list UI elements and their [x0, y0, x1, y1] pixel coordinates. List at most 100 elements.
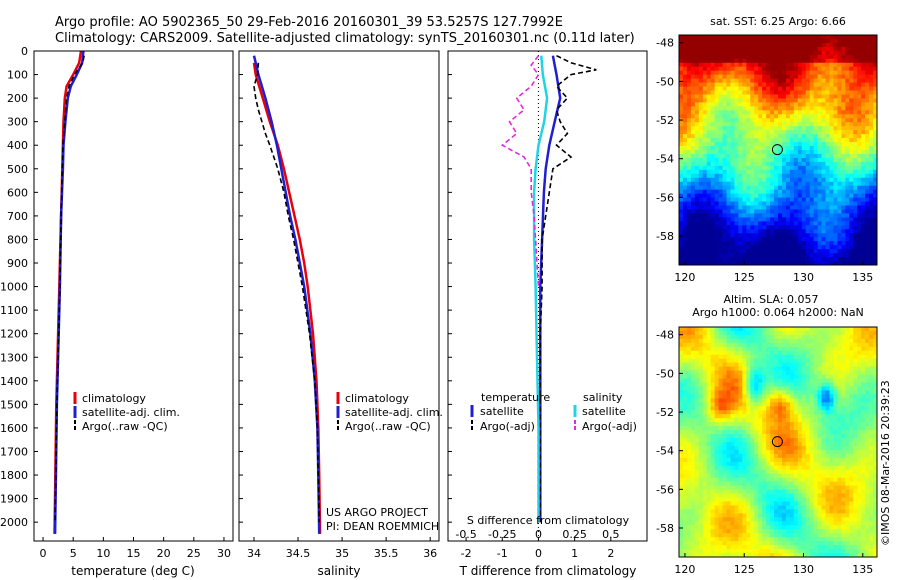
map-cell: [841, 261, 846, 265]
map-cell: [869, 453, 874, 459]
map-cell: [750, 130, 755, 135]
map-cell: [726, 142, 732, 147]
map-cell: [726, 221, 732, 226]
map-cell: [754, 414, 759, 419]
map-cell: [718, 54, 724, 60]
map-cell: [726, 38, 732, 44]
map-cell: [734, 153, 739, 159]
map-cell: [809, 374, 815, 380]
map-cell: [698, 338, 704, 344]
map-cell: [702, 414, 708, 419]
map-cell: [793, 445, 799, 451]
map-cell: [825, 205, 831, 211]
project-annotation: US ARGO PROJECT: [326, 506, 428, 519]
map-cell: [690, 114, 696, 119]
map-cell: [718, 110, 724, 115]
map-cell: [710, 445, 716, 451]
map-cell: [766, 197, 771, 203]
map-cell: [722, 225, 728, 230]
map-cell: [809, 221, 815, 226]
map-cell: [706, 185, 712, 191]
map-cell: [722, 197, 728, 203]
map-cell: [746, 438, 751, 443]
map-cell: [865, 213, 870, 219]
map-cell: [734, 438, 739, 443]
map-cell: [821, 161, 827, 167]
map-cell: [869, 130, 874, 135]
map-cell: [690, 98, 696, 104]
map-cell: [841, 146, 846, 151]
map-cell: [766, 354, 771, 360]
map-cell: [805, 106, 811, 111]
map-cell: [758, 185, 763, 191]
map-cell: [710, 362, 716, 368]
map-cell: [698, 221, 704, 226]
map-cell: [750, 150, 755, 155]
map-cell: [750, 146, 755, 151]
map-cell: [833, 469, 838, 475]
map-cell: [869, 118, 874, 123]
map-cell: [702, 394, 708, 399]
map-cell: [829, 334, 835, 340]
map-cell: [781, 414, 787, 419]
map-cell: [750, 465, 755, 471]
map-cell: [750, 165, 755, 171]
map-cell: [738, 146, 743, 151]
map-cell: [726, 130, 732, 135]
map-cell: [865, 82, 870, 88]
map-cell: [825, 62, 831, 68]
map-cell: [750, 209, 755, 215]
map-cell: [825, 469, 831, 475]
map-cell: [754, 410, 759, 415]
map-cell: [801, 58, 807, 64]
map-cell: [702, 42, 708, 48]
map-cell: [845, 469, 850, 475]
map-cell: [762, 245, 767, 250]
map-cell: [797, 386, 803, 392]
map-cell: [750, 334, 755, 340]
map-cell: [873, 94, 877, 100]
map-cell: [734, 35, 739, 40]
map-cell: [762, 134, 767, 139]
map-cell: [718, 233, 724, 238]
map-cell: [698, 257, 704, 262]
map-cell: [766, 453, 771, 459]
map-cell: [785, 414, 791, 419]
map-cell: [797, 146, 803, 151]
pressure-tick-label: 500: [7, 163, 28, 176]
map-cell: [738, 161, 743, 167]
title-line1: Argo profile: AO 5902365_50 29-Feb-2016 …: [55, 15, 563, 30]
map-cell: [702, 173, 708, 179]
map-cell: [829, 82, 835, 88]
map-cell: [778, 134, 783, 139]
map-cell: [825, 74, 831, 80]
map-cell: [841, 434, 846, 439]
map-cell: [865, 66, 870, 72]
map-cell: [845, 181, 850, 187]
map-cell: [718, 185, 724, 191]
map-cell: [710, 185, 716, 191]
map-cell: [797, 449, 803, 455]
map-cell: [797, 461, 803, 467]
map-cell: [750, 370, 755, 376]
pressure-tick-label: 0: [21, 45, 28, 58]
map-cell: [865, 334, 870, 340]
pressure-ticks: 0100200300400500600700800900100011001200…: [0, 45, 28, 529]
map-cell: [841, 390, 846, 396]
map-cell: [817, 469, 823, 475]
map-cell: [861, 382, 866, 388]
map-cell: [813, 410, 819, 415]
map-cell: [694, 261, 700, 265]
map-cell: [797, 197, 803, 203]
map-cell: [785, 327, 791, 332]
map-cell: [778, 430, 783, 435]
map-cell: [825, 374, 831, 380]
map-cell: [813, 205, 819, 211]
map-cell: [809, 106, 815, 111]
map-cell: [766, 193, 771, 199]
map-cell: [706, 237, 712, 242]
map-cell: [758, 122, 763, 127]
map-cell: [857, 449, 862, 455]
map-cell: [730, 354, 736, 360]
map-cell: [793, 213, 799, 219]
